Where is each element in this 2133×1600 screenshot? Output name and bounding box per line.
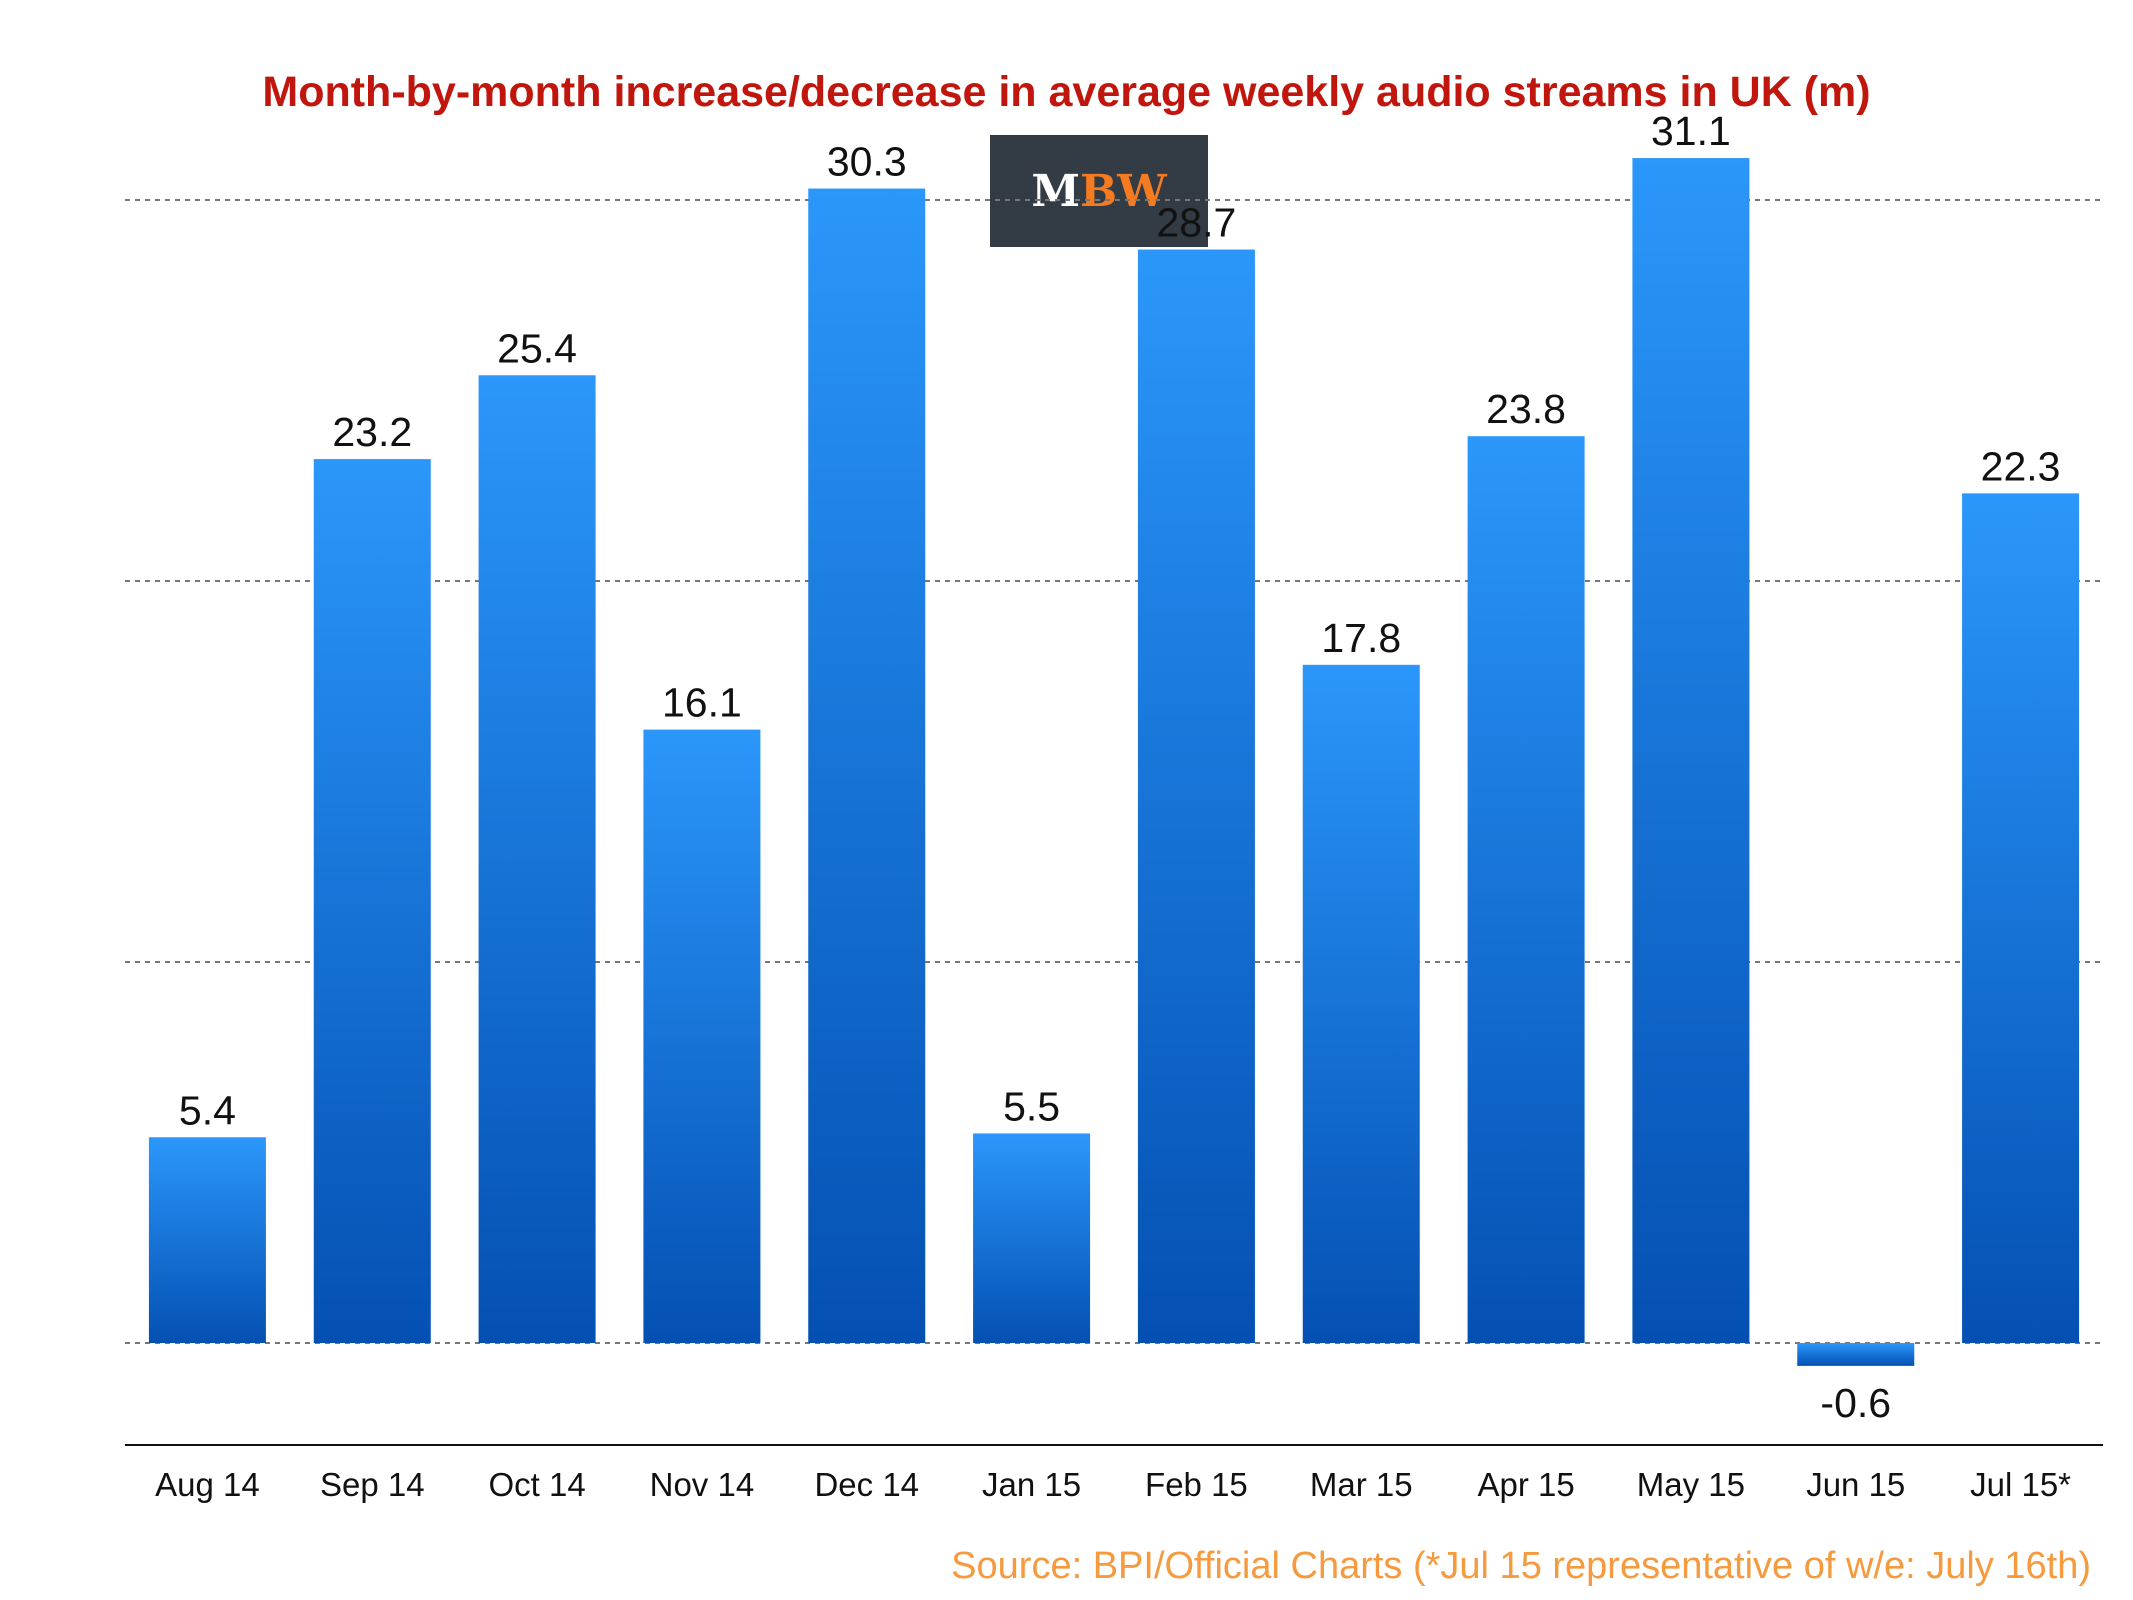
bar <box>1302 664 1420 1343</box>
data-label: 25.4 <box>497 325 577 371</box>
x-tick-label: Mar 15 <box>1310 1466 1413 1503</box>
data-label: 23.8 <box>1486 386 1566 432</box>
x-tick-label: Feb 15 <box>1145 1466 1248 1503</box>
x-tick-label: Oct 14 <box>488 1466 585 1503</box>
x-tick-label: May 15 <box>1637 1466 1745 1503</box>
x-tick-label: Jul 15* <box>1970 1466 2071 1503</box>
data-label: 28.7 <box>1157 200 1237 246</box>
data-label: 5.4 <box>179 1087 236 1133</box>
data-label: 16.1 <box>662 680 742 726</box>
x-tick-label: Dec 14 <box>814 1466 919 1503</box>
data-label: 17.8 <box>1321 615 1401 661</box>
x-tick-label: Aug 14 <box>155 1466 260 1503</box>
data-label: -0.6 <box>1820 1380 1891 1426</box>
bar <box>1962 493 2080 1343</box>
x-tick-label: Nov 14 <box>650 1466 755 1503</box>
x-tick-label: Sep 14 <box>320 1466 425 1503</box>
bar <box>1467 436 1585 1344</box>
bar <box>1137 249 1255 1343</box>
chart-title: Month-by-month increase/decrease in aver… <box>262 68 1871 116</box>
bars-layer <box>148 158 2080 1366</box>
data-label: 30.3 <box>827 139 907 185</box>
bar <box>808 188 926 1343</box>
data-label: 22.3 <box>1981 443 2061 489</box>
ticks-layer: Aug 14 Sep 14 Oct 14 Nov 14 Dec 14 Jan 15 Feb … <box>155 1466 2071 1503</box>
bar <box>478 375 596 1343</box>
x-tick-label: Jun 15 <box>1806 1466 1905 1503</box>
data-label: 31.1 <box>1651 108 1731 154</box>
x-tick-label: Apr 15 <box>1477 1466 1574 1503</box>
x-tick-label: Jan 15 <box>982 1466 1081 1503</box>
logo-letters-bw: BW <box>1080 165 1167 217</box>
mbw-logo: M BW <box>990 135 1208 247</box>
bar <box>973 1133 1091 1343</box>
bar <box>313 459 431 1344</box>
bar <box>1632 158 1750 1344</box>
labels-layer: 5.4 23.2 25.4 16.1 30.3 5.5 28.7 17.8 23.8 31.1 -0… <box>179 108 2061 1426</box>
logo-letter-m: M <box>1031 165 1081 217</box>
data-label: 5.5 <box>1003 1083 1060 1129</box>
source-note: Source: BPI/Official Charts (*Jul 15 rep… <box>951 1545 2091 1587</box>
data-label: 23.2 <box>332 409 412 455</box>
bar <box>643 729 761 1343</box>
bar <box>1797 1343 1915 1366</box>
bar <box>148 1137 266 1343</box>
